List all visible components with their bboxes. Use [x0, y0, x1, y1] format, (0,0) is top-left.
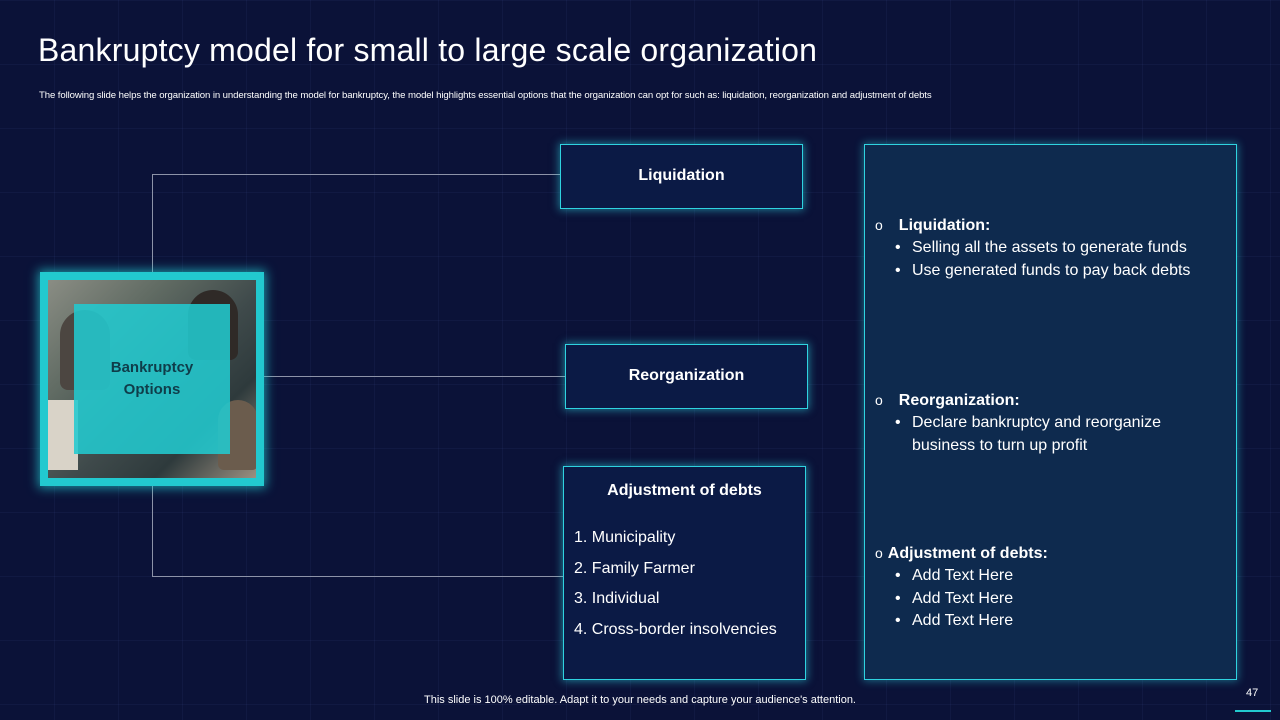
slide-title: Bankruptcy model for small to large scal… [38, 32, 818, 68]
adjustment-of-debts-label: Adjustment of debts [607, 482, 762, 499]
connector-line [152, 486, 153, 576]
connector-line [264, 376, 565, 377]
detail-section-adjustment: o Adjustment of debts: • Add Text Here • Ad… [875, 542, 1226, 633]
section-heading: o Liquidation: [875, 214, 1226, 237]
bullet-text: Selling all the assets to generate funds [912, 239, 1187, 256]
hub-label: Bankruptcy Options [110, 359, 194, 398]
details-panel: o Liquidation: • Selling all the assets to… [864, 144, 1237, 680]
liquidation-box: Liquidation [560, 144, 803, 209]
list-item: • Use generated funds to pay back debts [875, 260, 1226, 283]
section-heading: o Adjustment of debts: [875, 542, 1226, 565]
bullet-list: • Selling all the assets to generate fund… [875, 237, 1226, 282]
debt-type-list: 1. Municipality 2. Family Farmer 3. Indi… [574, 527, 777, 649]
adjustment-of-debts-box: Adjustment of debts 1. Municipality 2. F… [563, 466, 806, 680]
hub-label-overlay: Bankruptcy Options [74, 304, 230, 454]
connector-line [152, 576, 563, 577]
list-item: 3. Individual [574, 590, 660, 607]
section-heading-text: Liquidation: [898, 217, 991, 234]
footer-note: This slide is 100% editable. Adapt it to… [424, 694, 856, 706]
bullet-icon: • [895, 414, 901, 431]
page-number-underline [1235, 710, 1271, 712]
section-heading-text: Adjustment of debts: [887, 545, 1048, 562]
list-item: • Add Text Here [875, 588, 1226, 611]
page-number: 47 [1246, 687, 1259, 699]
circle-marker-icon: o [875, 392, 883, 408]
bullet-text: Add Text Here [912, 589, 1014, 607]
list-item: • Add Text Here [875, 565, 1226, 588]
connector-line [152, 174, 153, 272]
bullet-text: Add Text Here [912, 612, 1014, 629]
bullet-icon: • [895, 239, 901, 256]
list-item: • Add Text Here [875, 610, 1226, 633]
detail-section-liquidation: o Liquidation: • Selling all the assets to… [875, 214, 1226, 282]
list-item: 2. Family Farmer [574, 559, 695, 577]
section-heading-text: Reorganization: [898, 392, 1020, 409]
list-item: 1. Municipality [574, 529, 676, 546]
bullet-icon: • [895, 261, 901, 279]
bankruptcy-options-hub: Bankruptcy Options [40, 272, 264, 486]
slide-subtitle: The following slide helps the organizati… [39, 90, 932, 101]
liquidation-label: Liquidation [638, 167, 725, 184]
bullet-icon: • [895, 589, 901, 607]
bullet-list: • Declare bankruptcy and reorganize busin… [875, 412, 1226, 457]
bullet-text: Declare bankruptcy and reorganize busine… [912, 414, 1162, 454]
detail-section-reorganization: o Reorganization: • Declare bankruptcy and… [875, 389, 1226, 457]
list-item: • Selling all the assets to generate fund… [875, 237, 1226, 260]
section-heading: o Reorganization: [875, 389, 1226, 412]
circle-marker-icon: o [875, 217, 883, 233]
bullet-icon: • [895, 567, 901, 584]
reorganization-box: Reorganization [565, 344, 808, 409]
bullet-text: Add Text Here [912, 567, 1014, 584]
reorganization-label: Reorganization [628, 367, 745, 384]
list-item: 4. Cross-border insolvencies [574, 620, 777, 638]
list-item: • Declare bankruptcy and reorganize busin… [875, 412, 1192, 457]
bullet-icon: • [895, 612, 901, 629]
connector-line [152, 174, 560, 175]
person-shape [48, 400, 78, 470]
circle-marker-icon: o [875, 545, 883, 561]
bullet-list: • Add Text Here • Add Text Here • Add Text … [875, 565, 1226, 633]
bullet-text: Use generated funds to pay back debts [912, 261, 1191, 279]
